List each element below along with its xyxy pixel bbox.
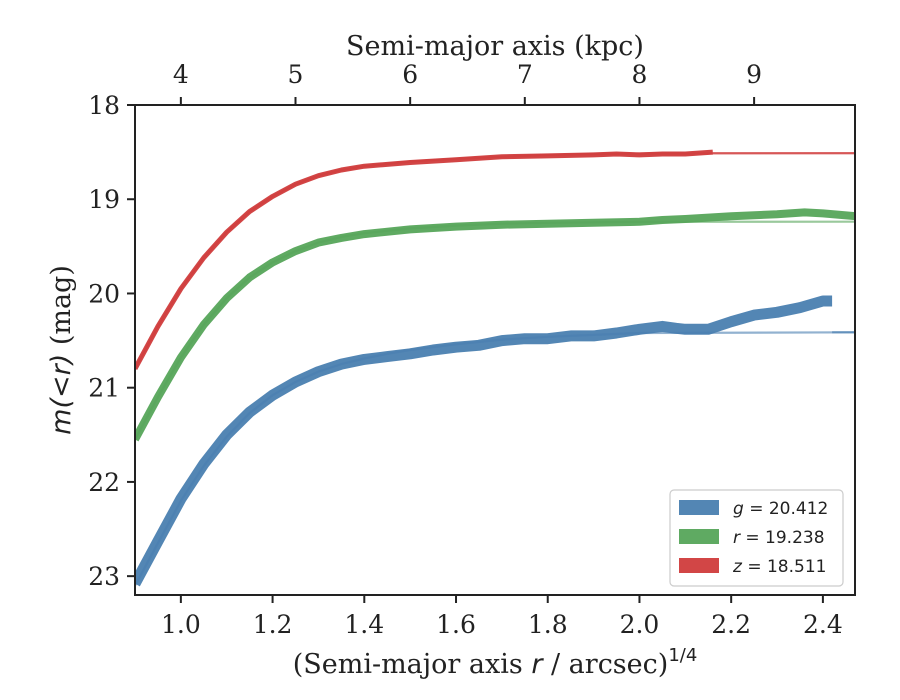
y-tick-label: 19 — [88, 185, 120, 214]
y-axis-label-var: m(<r) — [46, 354, 77, 435]
series-layer — [135, 149, 855, 587]
legend-value-g: = 20.412 — [744, 499, 829, 519]
top-tick-label: 4 — [173, 60, 189, 89]
y-tick-label: 18 — [88, 91, 120, 120]
x-tick-label: 1.6 — [436, 610, 476, 639]
top-tick-label: 7 — [517, 60, 533, 89]
legend-band-z: z — [732, 557, 743, 577]
legend-label-g: g = 20.412 — [733, 499, 828, 519]
legend-band-r: r — [733, 528, 741, 548]
x-axis-label-rest: / arcsec) — [542, 649, 668, 680]
legend-value-z: = 18.511 — [742, 557, 827, 577]
y-axis-label-unit: (mag) — [46, 265, 77, 354]
legend-band-g: g — [733, 499, 744, 519]
y-axis-ticks: 18 19 20 21 22 23 — [88, 91, 135, 591]
top-tick-label: 9 — [746, 60, 762, 89]
top-axis-label: Semi-major axis (kpc) — [346, 31, 644, 62]
x-tick-label: 2.4 — [803, 610, 843, 639]
x-tick-label: 2.2 — [711, 610, 751, 639]
series-z-model-line — [135, 152, 855, 370]
y-tick-label: 22 — [88, 468, 120, 497]
legend-label-z: z = 18.511 — [732, 557, 826, 577]
legend-swatch-z — [679, 558, 719, 573]
x-axis-label-var: r — [531, 649, 544, 680]
x-tick-label: 1.2 — [253, 610, 293, 639]
y-axis-label: m(<r) (mag) — [46, 265, 77, 435]
x-axis-label: (Semi-major axis r / arcsec)1/4 — [293, 645, 698, 680]
legend-swatch-g — [679, 500, 719, 515]
series-r-model-line — [135, 220, 855, 441]
top-tick-label: 8 — [632, 60, 648, 89]
x-tick-label: 1.4 — [344, 610, 384, 639]
y-tick-label: 20 — [88, 279, 120, 308]
x-tick-label: 1.0 — [161, 610, 201, 639]
legend-value-r: = 19.238 — [740, 528, 825, 548]
top-axis-ticks: 4 5 6 7 8 9 — [173, 60, 762, 105]
x-tick-label: 2.0 — [620, 610, 660, 639]
y-tick-label: 23 — [88, 562, 120, 591]
top-tick-label: 5 — [288, 60, 304, 89]
x-axis-label-exponent: 1/4 — [668, 645, 697, 666]
plot-frame — [134, 104, 856, 596]
x-axis-label-main: (Semi-major axis — [293, 649, 523, 680]
y-tick-label: 21 — [88, 374, 120, 403]
series-g-model-line — [135, 331, 855, 587]
legend-swatch-r — [679, 529, 719, 544]
legend-label-r: r = 19.238 — [733, 528, 825, 548]
top-tick-label: 6 — [402, 60, 418, 89]
x-axis-ticks: 1.0 1.2 1.4 1.6 1.8 2.0 2.2 2.4 — [161, 595, 843, 639]
x-tick-label: 1.8 — [528, 610, 568, 639]
